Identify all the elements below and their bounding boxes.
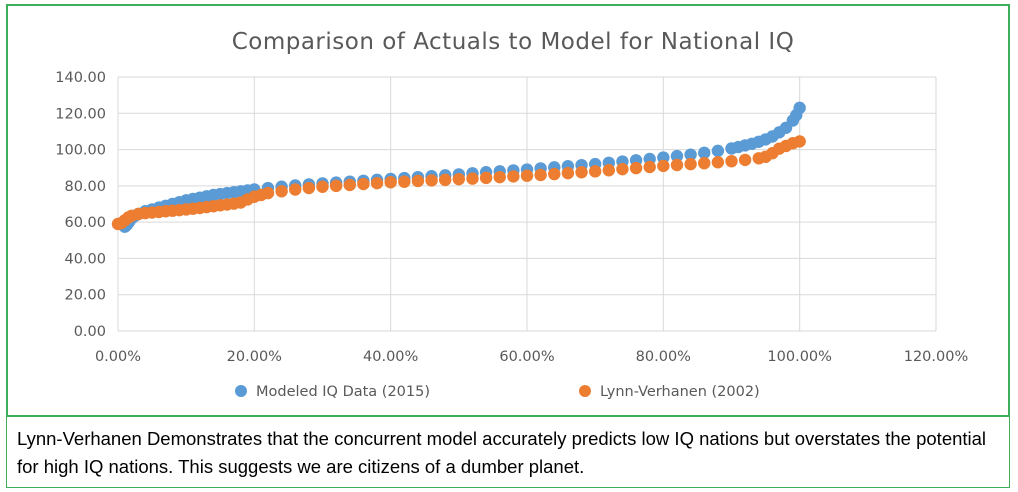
data-point xyxy=(466,172,479,185)
data-point xyxy=(302,181,316,195)
data-point xyxy=(534,168,547,182)
data-point xyxy=(793,135,806,148)
legend-marker xyxy=(235,385,247,397)
data-point xyxy=(425,174,438,187)
y-tick-label: 140.00 xyxy=(55,70,106,86)
chart-title: Comparison of Actuals to Model for Natio… xyxy=(232,29,795,55)
data-point xyxy=(439,173,452,187)
data-point xyxy=(561,166,575,180)
y-tick-label: 60.00 xyxy=(64,215,106,231)
data-point xyxy=(793,101,806,115)
data-point xyxy=(670,149,684,163)
x-tick-label: 20.00% xyxy=(227,349,282,365)
data-point xyxy=(629,161,643,175)
data-point xyxy=(684,148,697,161)
y-tick-label: 100.00 xyxy=(55,143,106,159)
data-point xyxy=(384,176,397,189)
data-point xyxy=(343,178,356,192)
data-point xyxy=(398,175,411,188)
x-tick-label: 0.00% xyxy=(95,349,141,365)
data-point xyxy=(275,185,288,198)
data-point xyxy=(684,157,697,171)
data-point xyxy=(520,169,534,182)
y-tick-label: 80.00 xyxy=(64,179,106,195)
data-point xyxy=(316,180,329,193)
data-point xyxy=(479,171,493,185)
x-tick-label: 80.00% xyxy=(636,349,691,365)
data-point xyxy=(289,183,302,196)
y-axis-ticks: 0.00 20.00 40.00 60.00 80.00 100.00 120.00 140.… xyxy=(55,70,106,340)
legend-label: Modeled IQ Data (2015) xyxy=(256,384,430,400)
data-point xyxy=(698,156,711,170)
data-point xyxy=(711,144,725,158)
series-layer xyxy=(111,101,806,233)
data-point xyxy=(738,153,752,167)
data-point xyxy=(657,159,670,173)
legend: Modeled IQ Data (2015) Lynn-Verhanen (200… xyxy=(235,384,760,400)
data-point xyxy=(698,146,711,160)
data-point xyxy=(711,156,725,169)
y-tick-label: 120.00 xyxy=(55,106,106,122)
y-tick-label: 20.00 xyxy=(64,288,106,304)
data-point xyxy=(452,172,466,186)
data-point xyxy=(357,177,370,191)
data-point xyxy=(602,164,615,177)
chart-frame: Comparison of Actuals to Model for Natio… xyxy=(6,4,1010,417)
data-point xyxy=(670,158,684,172)
x-axis-ticks: 0.00% 20.00% 40.00% 60.00% 80.00% 100.00% 120.… xyxy=(95,349,968,365)
data-point xyxy=(411,174,425,188)
data-point xyxy=(493,170,506,184)
data-point xyxy=(725,154,738,168)
y-tick-label: 40.00 xyxy=(64,251,106,267)
legend-marker xyxy=(579,385,591,397)
x-tick-label: 60.00% xyxy=(499,349,554,365)
x-tick-label: 100.00% xyxy=(767,349,832,365)
data-point xyxy=(588,165,602,178)
series-lynn-verhanen xyxy=(111,135,806,231)
data-point xyxy=(548,167,561,181)
caption-box: Lynn-Verhanen Demonstrates that the conc… xyxy=(6,417,1010,488)
gridlines xyxy=(117,76,937,332)
chart-svg: Comparison of Actuals to Model for Natio… xyxy=(55,29,968,400)
x-tick-label: 40.00% xyxy=(363,349,418,365)
data-point xyxy=(616,162,629,176)
data-point xyxy=(370,176,384,190)
x-tick-label: 120.00% xyxy=(904,349,969,365)
y-tick-label: 0.00 xyxy=(74,324,106,340)
data-point xyxy=(261,186,275,200)
data-point xyxy=(643,160,656,174)
legend-label: Lynn-Verhanen (2002) xyxy=(600,384,760,400)
data-point xyxy=(507,170,520,183)
data-point xyxy=(575,166,588,179)
data-point xyxy=(329,179,343,193)
caption-text: Lynn-Verhanen Demonstrates that the conc… xyxy=(17,428,987,477)
